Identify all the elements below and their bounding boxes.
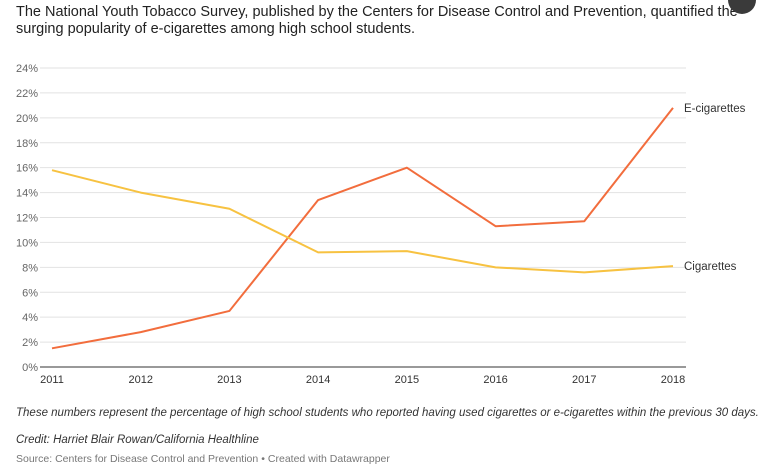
- y-tick-label: 0%: [22, 362, 38, 374]
- x-tick-label: 2012: [128, 374, 152, 386]
- x-tick-label: 2017: [572, 374, 596, 386]
- y-tick-label: 4%: [22, 312, 38, 324]
- x-tick-label: 2013: [217, 374, 241, 386]
- source-text: Source: Centers for Disease Control and …: [16, 453, 259, 465]
- line-chart: 0% 2% 4% 6% 8% 10% 12% 14% 16% 18% 20% 22% 24% 2011 2…: [16, 63, 746, 386]
- y-tick-label: 8%: [22, 262, 38, 274]
- x-tick-label: 2018: [661, 374, 685, 386]
- y-tick-label: 12%: [16, 213, 38, 225]
- y-tick-label: 18%: [16, 138, 38, 150]
- source-separator: •: [261, 453, 265, 465]
- y-tick-label: 20%: [16, 113, 38, 125]
- chart-source: Source: Centers for Disease Control and …: [16, 453, 390, 465]
- x-tick-label: 2016: [483, 374, 507, 386]
- chart-credit: Credit: Harriet Blair Rowan/California H…: [16, 434, 259, 446]
- x-tick-label: 2015: [395, 374, 419, 386]
- y-tick-label: 10%: [16, 237, 38, 249]
- series-line-e-cigarettes: [51, 107, 674, 350]
- chart-note: These numbers represent the percentage o…: [16, 407, 759, 419]
- series-line-cigarettes: [51, 169, 674, 274]
- y-tick-label: 22%: [16, 88, 38, 100]
- y-tick-label: 14%: [16, 188, 38, 200]
- x-tick-label: 2011: [40, 374, 64, 386]
- x-tick-label: 2014: [306, 374, 330, 386]
- series-label: Cigarettes: [684, 261, 737, 273]
- y-tick-label: 6%: [22, 287, 38, 299]
- series-label: E-cigarettes: [684, 103, 746, 115]
- corner-avatar: [728, 0, 756, 14]
- chart-title: The National Youth Tobacco Survey, publi…: [16, 4, 738, 37]
- y-tick-label: 24%: [16, 63, 38, 75]
- y-tick-label: 2%: [22, 337, 38, 349]
- y-tick-label: 16%: [16, 163, 38, 175]
- created-with-link[interactable]: Created with Datawrapper: [267, 453, 390, 465]
